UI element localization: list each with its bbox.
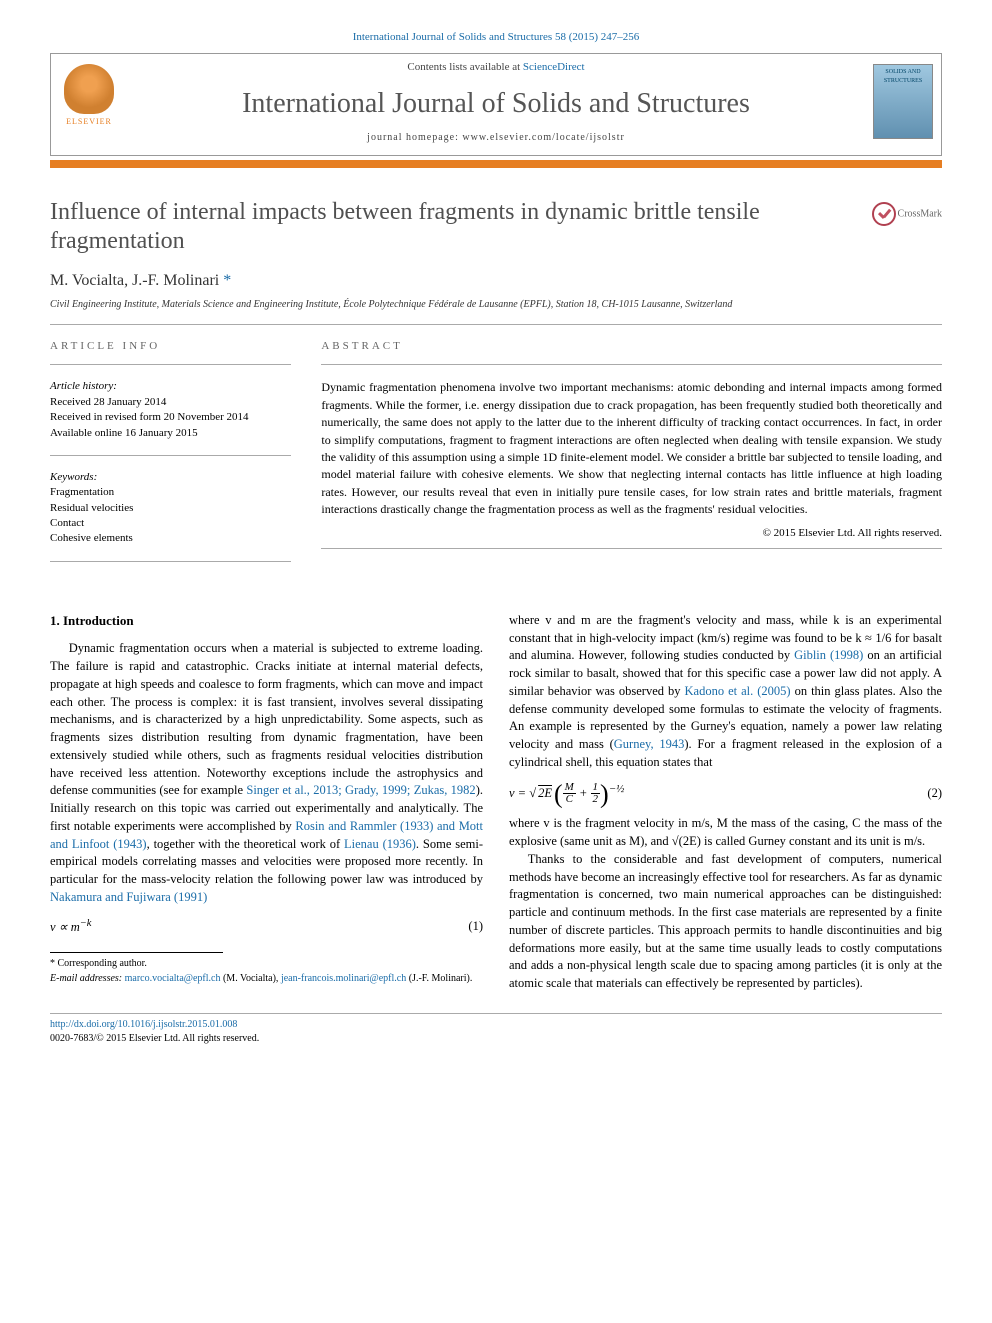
publisher-logo-text: ELSEVIER xyxy=(59,116,119,127)
abstract-text: Dynamic fragmentation phenomena involve … xyxy=(321,379,942,518)
corresponding-footer: * Corresponding author. E-mail addresses… xyxy=(50,952,483,985)
bottom-meta: http://dx.doi.org/10.1016/j.ijsolstr.201… xyxy=(50,1018,942,1046)
footnote-rule xyxy=(50,952,223,953)
authors-names: M. Vocialta, J.-F. Molinari xyxy=(50,272,219,289)
citation-link[interactable]: Kadono et al. (2005) xyxy=(685,684,791,698)
body-two-column: 1. Introduction Dynamic fragmentation oc… xyxy=(50,612,942,993)
citation-header: International Journal of Solids and Stru… xyxy=(50,30,942,45)
contents-available-line: Contents lists available at ScienceDirec… xyxy=(51,54,941,77)
article-title-text: Influence of internal impacts between fr… xyxy=(50,199,760,254)
section-heading: 1. Introduction xyxy=(50,612,483,630)
equation-body: v ∝ m−k xyxy=(50,917,91,937)
email-label: E-mail addresses: xyxy=(50,973,125,984)
article-info-label: article info xyxy=(50,339,291,354)
divider xyxy=(50,364,291,365)
issn-copyright: 0020-7683/© 2015 Elsevier Ltd. All right… xyxy=(50,1033,259,1044)
eq-base: v ∝ m xyxy=(50,920,80,934)
history-line: Received 28 January 2014 xyxy=(50,395,291,410)
citation-link[interactable]: Nakamura and Fujiwara (1991) xyxy=(50,890,207,904)
body-paragraph: Thanks to the considerable and fast deve… xyxy=(509,851,942,993)
email-line: E-mail addresses: marco.vocialta@epfl.ch… xyxy=(50,972,483,986)
history-line: Available online 16 January 2015 xyxy=(50,426,291,441)
article-info-column: article info Article history: Received 2… xyxy=(50,339,291,576)
history-header: Article history: xyxy=(50,379,291,394)
equation-2: v = √2E(MC + 12)−½ (2) xyxy=(509,782,942,806)
publisher-logo: ELSEVIER xyxy=(59,64,119,134)
email-link[interactable]: marco.vocialta@epfl.ch xyxy=(125,973,221,984)
body-paragraph: where v is the fragment velocity in m/s,… xyxy=(509,815,942,851)
corresponding-mark[interactable]: * xyxy=(223,272,231,289)
elsevier-tree-icon xyxy=(64,64,114,114)
crossmark-label: CrossMark xyxy=(898,208,942,219)
abstract-copyright: © 2015 Elsevier Ltd. All rights reserved… xyxy=(321,526,942,541)
crossmark-badge[interactable]: CrossMark xyxy=(872,202,942,226)
abstract-column: abstract Dynamic fragmentation phenomena… xyxy=(321,339,942,576)
contents-pre: Contents lists available at xyxy=(407,61,522,73)
citation-link[interactable]: Lienau (1936) xyxy=(344,837,416,851)
keywords-block: Keywords: Fragmentation Residual velocit… xyxy=(50,470,291,547)
citation-link[interactable]: Singer et al., 2013; Grady, 1999; Zukas,… xyxy=(246,783,475,797)
info-abstract-row: article info Article history: Received 2… xyxy=(50,339,942,576)
divider xyxy=(50,455,291,456)
bottom-rule xyxy=(50,1013,942,1014)
accent-bar xyxy=(50,160,942,168)
crossmark-icon xyxy=(872,202,896,226)
journal-name: International Journal of Solids and Stru… xyxy=(51,78,941,131)
journal-header-box: ELSEVIER SOLIDS AND STRUCTURES Contents … xyxy=(50,53,942,156)
keywords-header: Keywords: xyxy=(50,470,291,485)
divider xyxy=(50,324,942,325)
body-text: Dynamic fragmentation occurs when a mate… xyxy=(50,641,483,797)
journal-cover-thumbnail: SOLIDS AND STRUCTURES xyxy=(873,64,933,139)
equation-body: v = √2E(MC + 12)−½ xyxy=(509,782,624,806)
article-history-block: Article history: Received 28 January 201… xyxy=(50,379,291,441)
article-title: Influence of internal impacts between fr… xyxy=(50,198,942,256)
doi-link[interactable]: http://dx.doi.org/10.1016/j.ijsolstr.201… xyxy=(50,1019,237,1030)
authors-line: M. Vocialta, J.-F. Molinari * xyxy=(50,270,942,292)
divider xyxy=(321,548,942,549)
equation-number: (1) xyxy=(468,918,483,936)
divider xyxy=(321,364,942,365)
keyword: Contact xyxy=(50,516,291,531)
email-link[interactable]: jean-francois.molinari@epfl.ch xyxy=(281,973,406,984)
citation-link[interactable]: Giblin (1998) xyxy=(794,648,863,662)
equation-number: (2) xyxy=(927,785,942,803)
keyword: Fragmentation xyxy=(50,485,291,500)
eq-exponent: −k xyxy=(80,918,92,929)
sciencedirect-link[interactable]: ScienceDirect xyxy=(523,61,585,73)
corresponding-note: * Corresponding author. xyxy=(50,957,483,971)
affiliation: Civil Engineering Institute, Materials S… xyxy=(50,298,942,312)
citation-link[interactable]: Gurney, 1943 xyxy=(614,737,685,751)
email-who: (J.-F. Molinari). xyxy=(406,973,472,984)
body-text: , together with the theoretical work of xyxy=(147,837,344,851)
keyword: Cohesive elements xyxy=(50,531,291,546)
body-paragraph: Dynamic fragmentation occurs when a mate… xyxy=(50,640,483,906)
history-line: Received in revised form 20 November 201… xyxy=(50,410,291,425)
abstract-label: abstract xyxy=(321,339,942,354)
divider xyxy=(50,561,291,562)
email-who: (M. Vocialta), xyxy=(220,973,280,984)
keyword: Residual velocities xyxy=(50,501,291,516)
equation-1: v ∝ m−k (1) xyxy=(50,917,483,937)
body-paragraph: where v and m are the fragment's velocit… xyxy=(509,612,942,772)
journal-homepage-line: journal homepage: www.elsevier.com/locat… xyxy=(51,131,941,155)
